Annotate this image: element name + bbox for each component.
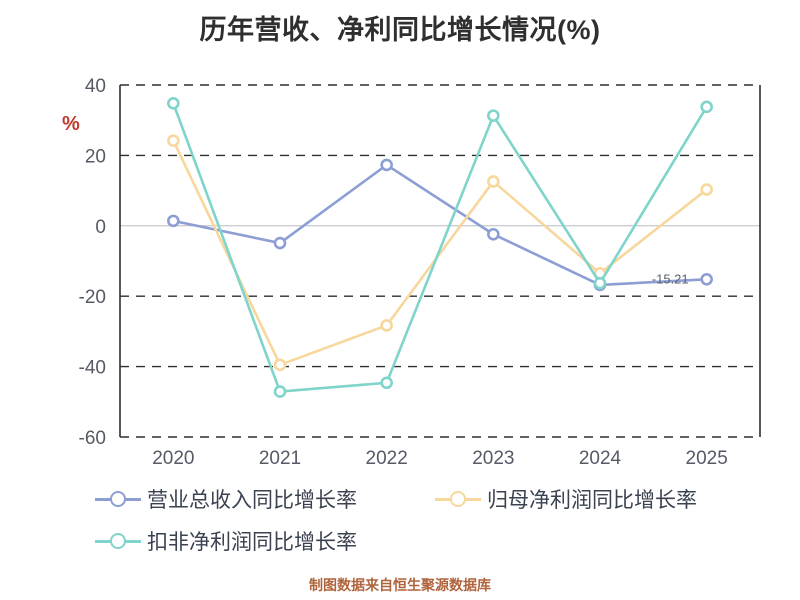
series-line <box>173 163 707 287</box>
data-point[interactable] <box>700 183 713 196</box>
x-tick-label: 2024 <box>579 448 622 469</box>
series-line <box>172 102 708 393</box>
data-point[interactable] <box>380 376 393 390</box>
chart-title: 历年营收、净利同比增长情况(%) <box>199 15 601 45</box>
legend-item-0[interactable]: 营业总收入同比增长率 <box>95 484 435 514</box>
chart-footnote: 制图数据来自恒生聚源数据库 <box>309 577 491 593</box>
chart-legend: 营业总收入同比增长率 归母净利润同比增长率 扣非净利润同比增长率 <box>95 478 795 562</box>
annotation-layer: -15.21 <box>652 271 689 286</box>
y-axis-label: % <box>62 113 80 135</box>
data-point[interactable] <box>487 175 500 188</box>
data-point[interactable] <box>167 214 180 228</box>
legend-marker-icon-1 <box>435 486 481 512</box>
data-point[interactable] <box>167 134 180 147</box>
legend-item-1[interactable]: 归母净利润同比增长率 <box>435 484 697 514</box>
series-line <box>172 140 708 367</box>
legend-label-0: 营业总收入同比增长率 <box>147 489 357 512</box>
y-tick-labels: -60 -40 -20 0 20 40 <box>79 76 106 449</box>
data-point[interactable] <box>593 276 607 290</box>
legend-marker-icon-0 <box>95 486 141 512</box>
y-tick-label: -40 <box>79 358 106 379</box>
x-tick-labels: 2020 2021 2022 2023 2024 2025 <box>152 448 728 469</box>
data-point[interactable] <box>487 109 500 122</box>
y-tick-label: 40 <box>85 76 106 97</box>
x-tick-label: 2020 <box>152 448 194 469</box>
data-point[interactable] <box>487 227 500 241</box>
y-tick-label: -60 <box>79 428 106 449</box>
data-point[interactable] <box>700 100 713 114</box>
y-tick-label: -20 <box>79 287 106 308</box>
y-tick-label: 0 <box>95 217 106 238</box>
x-tick-label: 2022 <box>366 448 408 469</box>
data-label: -15.21 <box>652 271 689 286</box>
data-point[interactable] <box>167 97 180 110</box>
data-point[interactable] <box>380 319 393 332</box>
plot-axes <box>119 85 761 437</box>
y-tick-label: 20 <box>85 146 106 167</box>
x-tick-label: 2025 <box>686 448 728 469</box>
data-point[interactable] <box>273 385 287 398</box>
legend-label-1: 归母净利润同比增长率 <box>487 489 697 512</box>
gridlines <box>120 84 760 438</box>
data-point[interactable] <box>700 273 713 286</box>
x-tick-label: 2023 <box>472 448 514 469</box>
series-layer <box>167 97 713 398</box>
legend-item-2[interactable]: 扣非净利润同比增长率 <box>95 526 435 556</box>
legend-row: 营业总收入同比增长率 归母净利润同比增长率 <box>95 478 795 520</box>
legend-row: 扣非净利润同比增长率 <box>95 520 795 562</box>
data-point[interactable] <box>273 236 287 250</box>
x-tick-label: 2021 <box>259 448 301 469</box>
legend-marker-icon-2 <box>95 528 141 554</box>
data-point[interactable] <box>380 158 393 172</box>
data-point[interactable] <box>273 358 287 372</box>
legend-label-2: 扣非净利润同比增长率 <box>147 531 357 554</box>
